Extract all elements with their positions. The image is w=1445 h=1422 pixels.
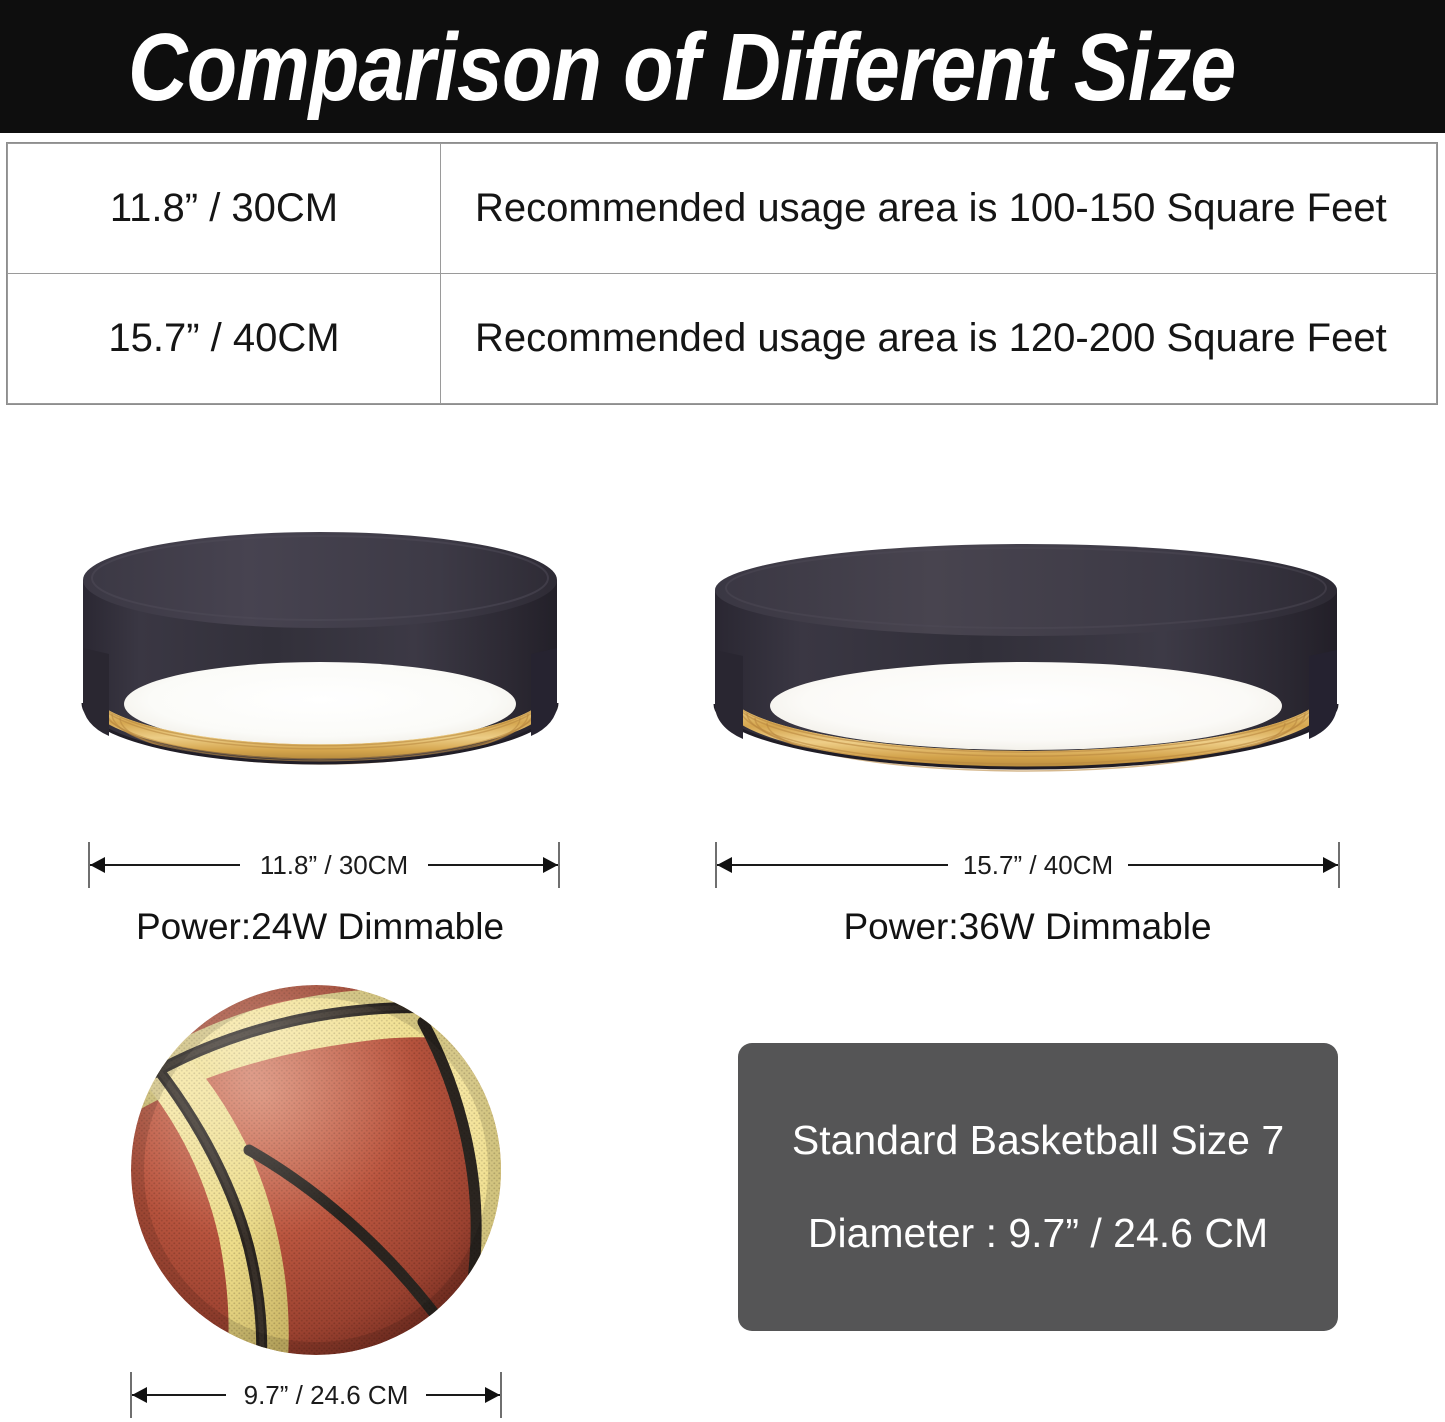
dimension-bar-right xyxy=(372,864,558,866)
dimension-line-basketball: 9.7” / 24.6 CM xyxy=(130,1372,502,1418)
dimension-bar-left xyxy=(132,1394,268,1396)
basketball-illustration xyxy=(131,985,501,1355)
header-banner: Comparison of Different Size xyxy=(0,0,1445,133)
dimension-bar-right xyxy=(1096,864,1338,866)
table-cell-size: 15.7” / 40CM xyxy=(7,273,441,404)
product-image-large-lamp xyxy=(703,542,1349,792)
power-label-large-lamp: Power:36W Dimmable xyxy=(843,906,1212,947)
table-cell-size: 11.8” / 30CM xyxy=(7,143,441,274)
info-card-line-2: Diameter : 9.7” / 24.6 CM xyxy=(807,1210,1269,1256)
dimension-tick-right xyxy=(500,1372,502,1418)
size-value: 11.8” / 30CM xyxy=(109,186,339,230)
large-lamp-illustration xyxy=(713,544,1339,772)
dimension-tick-left xyxy=(130,1372,132,1418)
page-title: Comparison of Different Size xyxy=(128,14,1236,121)
table-cell-description: Recommended usage area is 100-150 Square… xyxy=(440,143,1437,274)
size-comparison-table: 11.8” / 30CM Recommended usage area is 1… xyxy=(6,142,1438,405)
dimension-bar-left xyxy=(90,864,276,866)
dimension-arrow-left xyxy=(90,857,105,873)
dimension-arrow-left xyxy=(132,1387,147,1403)
product-image-small-lamp xyxy=(70,528,570,790)
table-row: 15.7” / 40CM Recommended usage area is 1… xyxy=(7,273,1437,404)
table-row: 11.8” / 30CM Recommended usage area is 1… xyxy=(7,143,1437,274)
info-card-line-1: Standard Basketball Size 7 xyxy=(791,1117,1285,1163)
dimension-arrow-left xyxy=(717,857,732,873)
size-value: 15.7” / 40CM xyxy=(108,316,340,360)
dimension-tick-right xyxy=(1338,842,1340,888)
table-cell-description: Recommended usage area is 120-200 Square… xyxy=(440,273,1437,404)
usage-area-text: Recommended usage area is 120-200 Square… xyxy=(475,316,1387,360)
dimension-tick-left xyxy=(88,842,90,888)
usage-area-text: Recommended usage area is 100-150 Square… xyxy=(475,186,1387,230)
dimension-bar-left xyxy=(717,864,959,866)
dimension-arrow-right xyxy=(1323,857,1338,873)
dimension-arrow-right xyxy=(543,857,558,873)
dimension-label: 11.8” / 30CM xyxy=(240,842,428,888)
dimension-bar-right xyxy=(364,1394,500,1396)
dimension-tick-left xyxy=(715,842,717,888)
small-lamp-illustration xyxy=(81,532,559,765)
dimension-arrow-right xyxy=(485,1387,500,1403)
dimension-tick-right xyxy=(558,842,560,888)
dimension-label: 9.7” / 24.6 CM xyxy=(226,1372,426,1418)
basketball-image xyxy=(123,982,521,1367)
dimension-label: 15.7” / 40CM xyxy=(948,842,1128,888)
dimension-line-large-lamp: 15.7” / 40CM xyxy=(715,842,1340,888)
power-label-small-lamp: Power:24W Dimmable xyxy=(135,906,505,947)
dimension-line-small-lamp: 11.8” / 30CM xyxy=(88,842,560,888)
basketball-info-card: Standard Basketball Size 7 Diameter : 9.… xyxy=(738,1043,1338,1331)
